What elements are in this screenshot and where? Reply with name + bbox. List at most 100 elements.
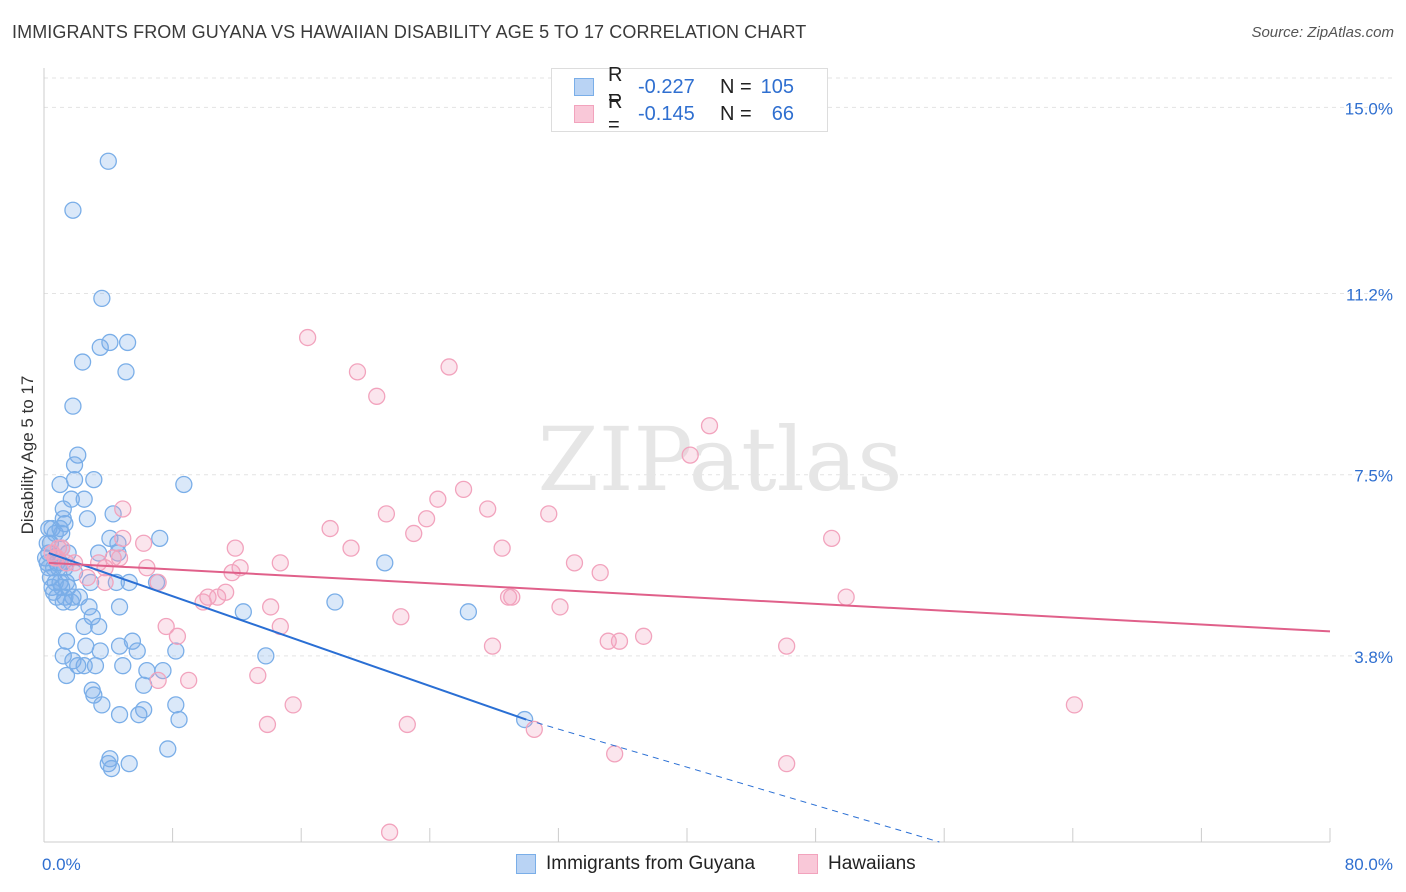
guyana-point bbox=[110, 637, 129, 655]
guyana-point bbox=[48, 588, 66, 606]
hawaiians-point bbox=[157, 617, 175, 636]
guyana-point bbox=[459, 603, 478, 621]
n-label: N = bbox=[720, 102, 752, 125]
tick-labels: 3.8% 7.5% 11.2% 15.0% 0.0% 80.0% bbox=[42, 99, 1393, 874]
hawaiians-point bbox=[135, 534, 153, 552]
guyana-point bbox=[128, 642, 146, 660]
hawaiians-point bbox=[180, 671, 198, 690]
guyana-point bbox=[85, 470, 103, 489]
y-tick-label: 15.0% bbox=[1345, 99, 1393, 118]
hawaiians-point bbox=[525, 720, 543, 739]
x-tick-label-min: 0.0% bbox=[42, 855, 81, 874]
y-tick-label: 11.2% bbox=[1346, 285, 1393, 304]
guyana-point bbox=[78, 510, 97, 528]
hawaiians-point bbox=[591, 563, 609, 582]
guyana-point bbox=[54, 510, 72, 528]
series-guyana-points bbox=[36, 152, 534, 778]
guyana-swatch bbox=[574, 78, 594, 96]
guyana-point bbox=[102, 759, 121, 778]
guyana-point bbox=[110, 598, 129, 616]
hawaiians-point bbox=[149, 671, 167, 690]
guyana-point bbox=[57, 632, 76, 650]
hawaiians-point bbox=[610, 632, 629, 650]
hawaiians-point bbox=[454, 480, 473, 499]
hawaiians-point bbox=[226, 539, 244, 557]
guyana-point bbox=[90, 617, 108, 636]
x-tick-label-max: 80.0% bbox=[1345, 855, 1393, 874]
hawaiians-point bbox=[398, 715, 416, 734]
r-label: R = bbox=[608, 91, 623, 136]
watermark: ZIPatlas bbox=[538, 408, 903, 511]
n-value: 66 bbox=[771, 102, 794, 125]
guyana-point bbox=[175, 475, 193, 494]
guyana-point bbox=[104, 505, 122, 523]
hawaiians-point bbox=[78, 568, 97, 587]
hawaiians-point bbox=[96, 573, 114, 592]
hawaiians-swatch bbox=[574, 105, 594, 123]
hawaiians-point bbox=[778, 637, 796, 655]
hawaiians-point bbox=[114, 500, 132, 518]
hawaiians-point bbox=[298, 328, 317, 347]
guyana-point bbox=[69, 446, 87, 464]
guyana-point bbox=[53, 578, 71, 596]
hawaiians-point bbox=[216, 583, 235, 601]
y-tick-label: 3.8% bbox=[1354, 648, 1393, 667]
hawaiians-point bbox=[262, 598, 280, 616]
hawaiians-point bbox=[377, 505, 396, 523]
guyana-point bbox=[101, 333, 119, 352]
legend-item-guyana[interactable]: Immigrants from Guyana bbox=[516, 852, 755, 876]
hawaiians-point bbox=[271, 554, 289, 572]
hawaiians-point bbox=[368, 387, 386, 405]
guyana-point bbox=[65, 456, 84, 474]
hawaiians-legend-swatch bbox=[798, 854, 818, 874]
hawaiians-point bbox=[634, 627, 653, 645]
trend-lines bbox=[48, 552, 1331, 843]
hawaiians-point bbox=[199, 588, 217, 606]
hawaiians-point bbox=[249, 666, 267, 685]
hawaiians-point bbox=[284, 696, 302, 714]
guyana-legend-swatch bbox=[516, 854, 536, 874]
guyana-point bbox=[54, 500, 72, 518]
guyana-point bbox=[257, 647, 275, 665]
series-hawaiians-points bbox=[43, 328, 1084, 841]
hawaiians-point bbox=[565, 554, 584, 572]
chart-title: IMMIGRANTS FROM GUYANA VS HAWAIIAN DISAB… bbox=[12, 22, 807, 42]
guyana-point bbox=[117, 363, 135, 381]
legend-item-hawaiians[interactable]: Hawaiians bbox=[798, 852, 916, 876]
guyana-point bbox=[77, 637, 95, 655]
guyana-point bbox=[326, 593, 344, 611]
hawaiians-point bbox=[479, 500, 497, 518]
guyana-point bbox=[120, 754, 138, 773]
guyana-point bbox=[135, 676, 153, 694]
guyana-trend-extension bbox=[526, 719, 940, 843]
guyana-point bbox=[65, 470, 84, 489]
guyana-point bbox=[376, 554, 394, 572]
hawaiians-trend-line bbox=[48, 561, 1331, 633]
hawaiians-point bbox=[149, 573, 167, 592]
guyana-point bbox=[91, 338, 109, 357]
guyana-point bbox=[51, 475, 69, 494]
hawaiians-point bbox=[258, 715, 277, 734]
hawaiians-point bbox=[392, 608, 410, 626]
hawaiians-point bbox=[823, 529, 841, 548]
guyana-point bbox=[54, 647, 72, 665]
hawaiians-point bbox=[110, 549, 129, 567]
guyana-point bbox=[75, 490, 93, 508]
hawaiians-point bbox=[380, 823, 399, 841]
r-value: -0.227 bbox=[638, 75, 695, 98]
guyana-point bbox=[93, 289, 111, 308]
guyana-point bbox=[91, 642, 109, 660]
guyana-point bbox=[110, 706, 129, 724]
guyana-point bbox=[64, 397, 82, 415]
hawaiians-point bbox=[405, 524, 423, 543]
hawaiians-point bbox=[551, 598, 569, 616]
hawaiians-point bbox=[440, 358, 458, 376]
hawaiians-point bbox=[429, 490, 447, 508]
guyana-point bbox=[154, 661, 172, 680]
guyana-point bbox=[81, 573, 100, 592]
hawaiians-point bbox=[417, 510, 436, 528]
guyana-point bbox=[69, 657, 87, 675]
hawaiians-point bbox=[168, 627, 187, 645]
guyana-point bbox=[123, 632, 142, 650]
